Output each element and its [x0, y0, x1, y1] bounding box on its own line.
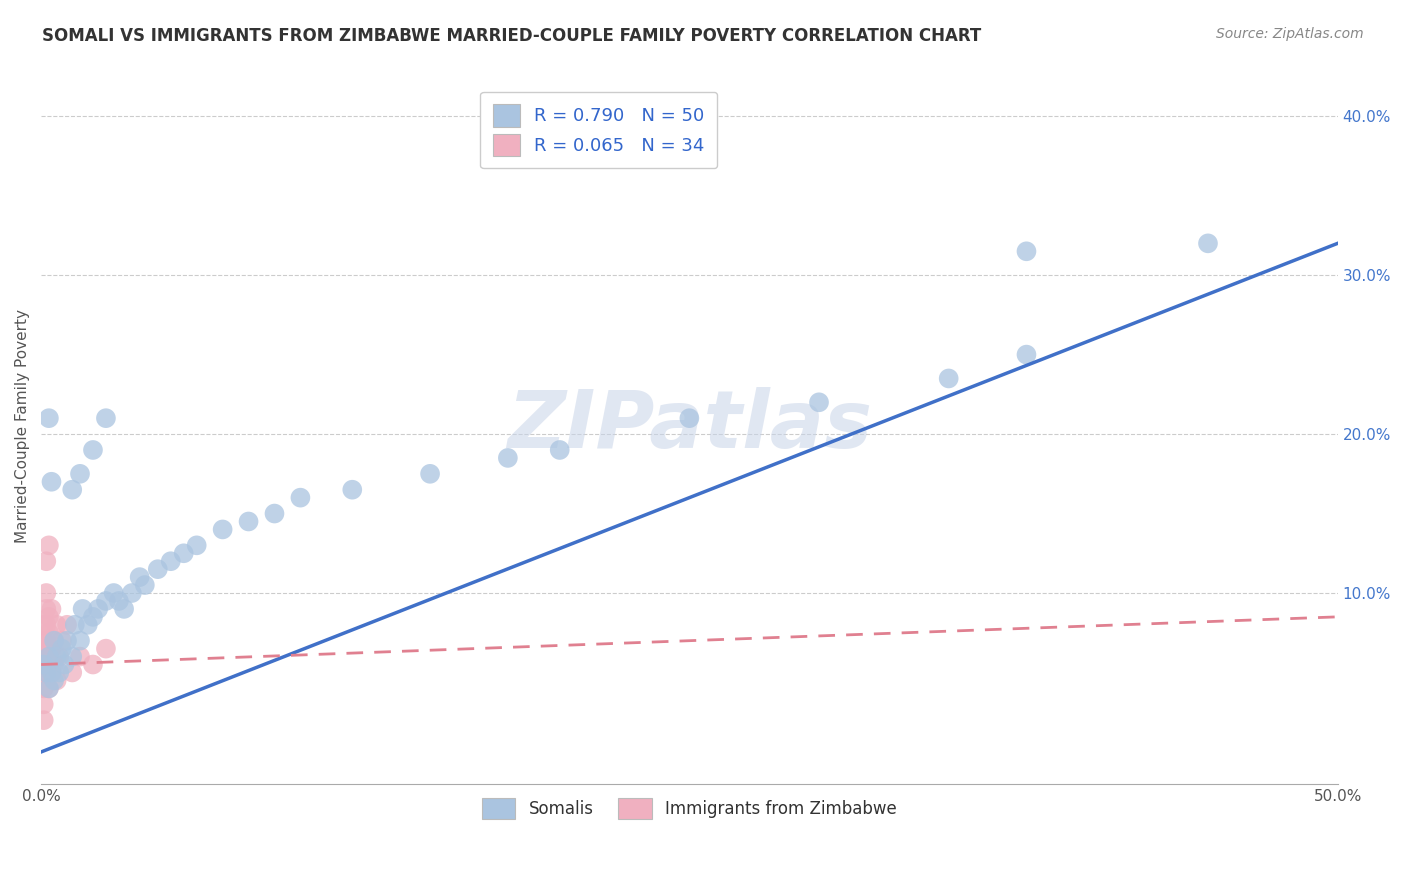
Point	[38, 610, 60, 624]
Text: SOMALI VS IMMIGRANTS FROM ZIMBABWE MARRIED-COUPLE FAMILY POVERTY CORRELATION CHA: SOMALI VS IMMIGRANTS FROM ZIMBABWE MARRI…	[42, 27, 981, 45]
Legend: Somalis, Immigrants from Zimbabwe: Somalis, Immigrants from Zimbabwe	[475, 792, 904, 825]
Point	[69, 649, 91, 664]
Point	[938, 371, 960, 385]
Point	[76, 617, 98, 632]
Point	[38, 681, 60, 696]
Text: Source: ZipAtlas.com: Source: ZipAtlas.com	[1216, 27, 1364, 41]
Point	[53, 657, 76, 672]
Point	[35, 633, 58, 648]
Point	[32, 698, 55, 712]
Point	[263, 507, 285, 521]
Point	[32, 633, 55, 648]
Point	[60, 665, 83, 680]
Point	[82, 610, 104, 624]
Point	[128, 570, 150, 584]
Point	[1015, 244, 1038, 259]
Point	[94, 641, 117, 656]
Point	[42, 633, 65, 648]
Point	[35, 657, 58, 672]
Point	[48, 665, 70, 680]
Point	[82, 657, 104, 672]
Point	[63, 617, 86, 632]
Point	[94, 411, 117, 425]
Point	[32, 665, 55, 680]
Point	[38, 649, 60, 664]
Point	[41, 602, 63, 616]
Point	[60, 649, 83, 664]
Point	[38, 625, 60, 640]
Point	[419, 467, 441, 481]
Point	[51, 641, 73, 656]
Point	[1197, 236, 1219, 251]
Point	[72, 602, 94, 616]
Point	[35, 665, 58, 680]
Point	[211, 523, 233, 537]
Point	[548, 442, 571, 457]
Point	[42, 657, 65, 672]
Point	[32, 617, 55, 632]
Point	[134, 578, 156, 592]
Point	[678, 411, 700, 425]
Point	[496, 450, 519, 465]
Point	[45, 617, 67, 632]
Point	[41, 475, 63, 489]
Point	[32, 681, 55, 696]
Point	[56, 633, 79, 648]
Point	[35, 554, 58, 568]
Point	[41, 641, 63, 656]
Point	[342, 483, 364, 497]
Point	[56, 617, 79, 632]
Point	[69, 633, 91, 648]
Point	[290, 491, 312, 505]
Point	[94, 594, 117, 608]
Point	[45, 673, 67, 688]
Point	[38, 411, 60, 425]
Point	[87, 602, 110, 616]
Point	[121, 586, 143, 600]
Point	[41, 665, 63, 680]
Point	[51, 633, 73, 648]
Point	[808, 395, 831, 409]
Point	[32, 649, 55, 664]
Point	[146, 562, 169, 576]
Point	[38, 681, 60, 696]
Point	[159, 554, 181, 568]
Point	[45, 649, 67, 664]
Point	[82, 442, 104, 457]
Point	[38, 649, 60, 664]
Point	[238, 515, 260, 529]
Text: ZIPatlas: ZIPatlas	[508, 387, 872, 465]
Point	[32, 657, 55, 672]
Point	[41, 665, 63, 680]
Point	[186, 538, 208, 552]
Point	[103, 586, 125, 600]
Point	[35, 602, 58, 616]
Point	[35, 641, 58, 656]
Point	[35, 617, 58, 632]
Point	[108, 594, 131, 608]
Point	[60, 483, 83, 497]
Point	[35, 586, 58, 600]
Point	[35, 665, 58, 680]
Point	[112, 602, 135, 616]
Point	[69, 467, 91, 481]
Point	[48, 649, 70, 664]
Point	[173, 546, 195, 560]
Point	[1015, 348, 1038, 362]
Point	[38, 538, 60, 552]
Point	[42, 673, 65, 688]
Point	[42, 633, 65, 648]
Point	[32, 713, 55, 727]
Y-axis label: Married-Couple Family Poverty: Married-Couple Family Poverty	[15, 310, 30, 543]
